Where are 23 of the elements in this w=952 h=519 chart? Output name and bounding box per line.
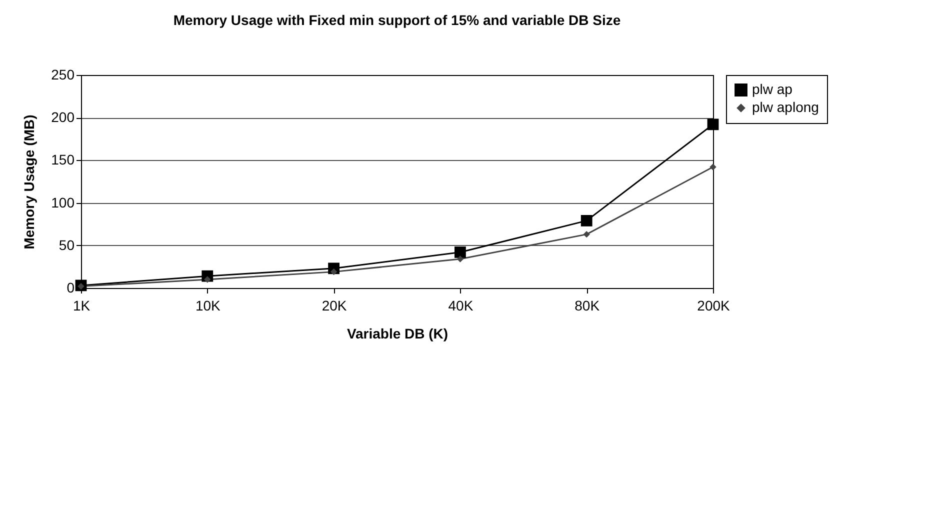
point (583, 230, 590, 238)
point (580, 214, 592, 226)
chart-title: Memory Usage with Fixed min support of 15% and variable DB Size (173, 12, 621, 28)
x-tick-label: 20K (322, 298, 348, 314)
x-tick-label: 10K (195, 298, 222, 314)
y-tick-label: 250 (51, 66, 75, 82)
y-tick-label: 50 (58, 236, 75, 253)
y-tick-label: 200 (51, 109, 75, 126)
x-tick-label: 40K (448, 298, 474, 314)
legend-label: plw ap (752, 81, 793, 97)
legend-label: plw aplong (752, 99, 819, 115)
point (454, 246, 466, 258)
x-tick-label: 1K (72, 298, 91, 314)
x-tick-label: 200K (697, 298, 731, 314)
y-tick-label: 150 (51, 152, 75, 168)
point (456, 256, 464, 262)
y-tick-label: 100 (51, 194, 75, 210)
y-axis-title: Memory Usage (MB) (21, 114, 38, 250)
x-tick-label: 80K (574, 298, 600, 314)
point (710, 164, 716, 170)
point (707, 118, 719, 130)
x-axis-title: Variable DB (K) (346, 326, 448, 342)
y-tick-label: 0 (66, 280, 75, 296)
